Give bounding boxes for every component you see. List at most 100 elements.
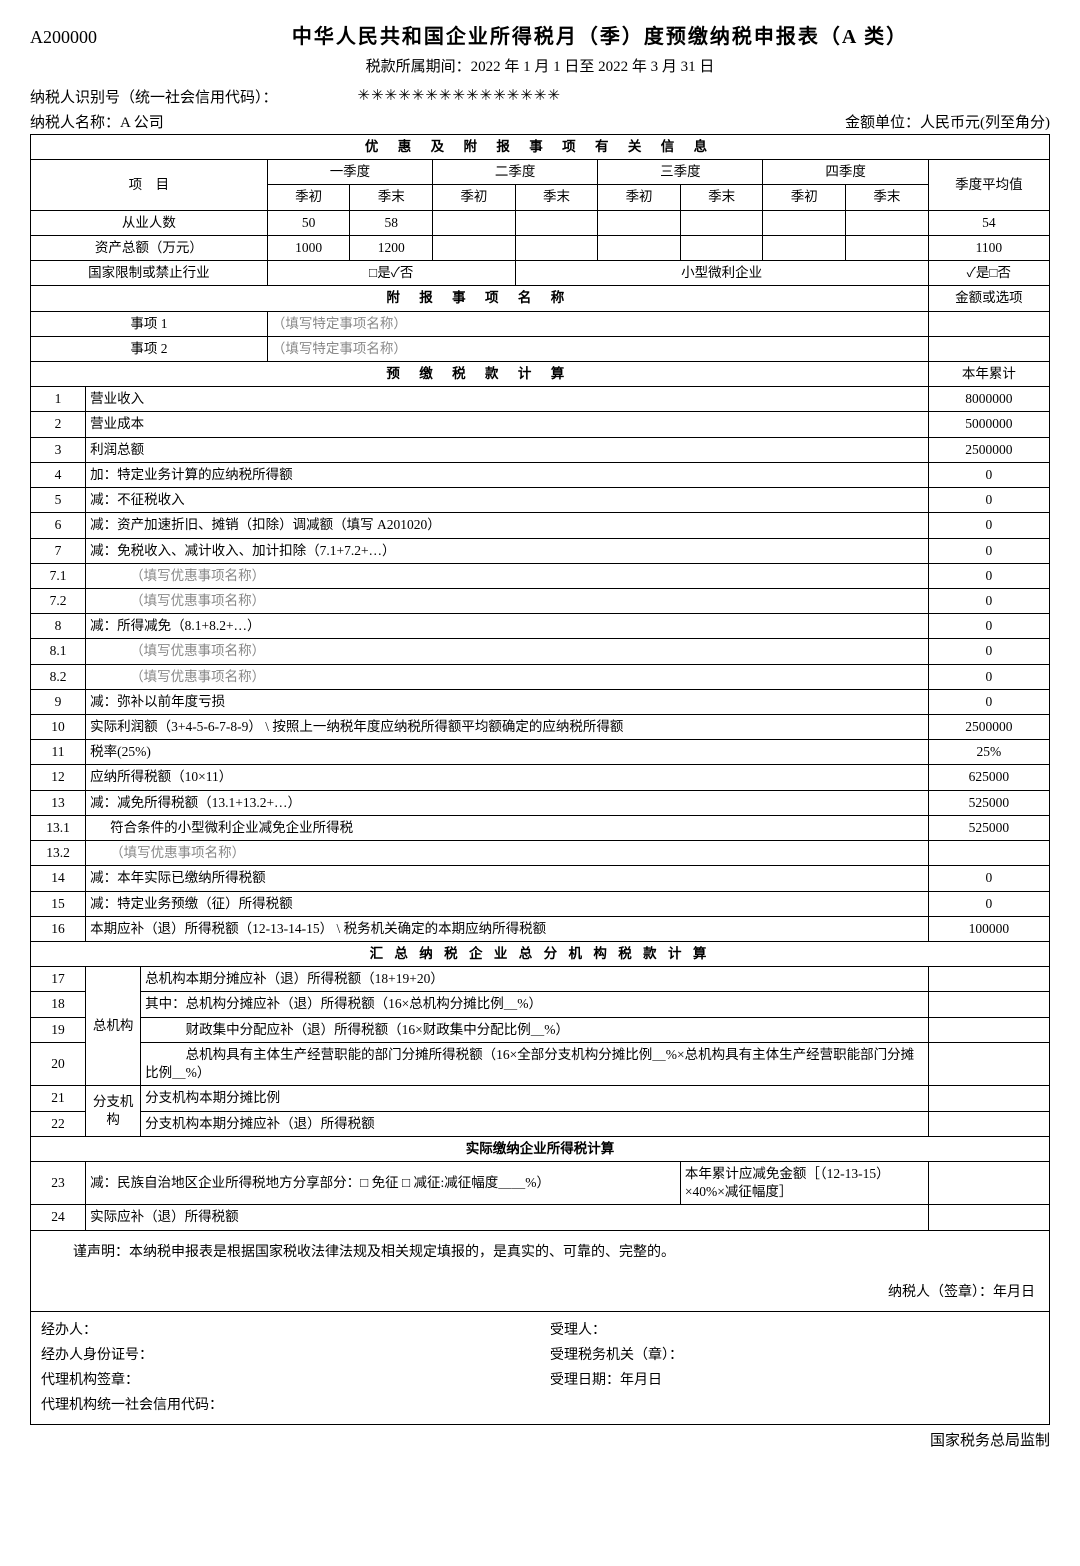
r20-label: 总机构具有主体生产经营职能的部门分摊所得税额（16×全部分支机构分摊比例＿%×总… <box>141 1042 929 1085</box>
restricted-label: 国家限制或禁止行业 <box>31 261 268 286</box>
row-num: 2 <box>31 412 86 437</box>
row-value: 0 <box>928 639 1049 664</box>
row-label: （填写优惠事项名称） <box>86 588 929 613</box>
row-value: 0 <box>928 488 1049 513</box>
employees-q1s: 50 <box>267 210 350 235</box>
row-label: （填写优惠事项名称） <box>86 664 929 689</box>
assets-q1e: 1200 <box>350 235 433 260</box>
row-value: 525000 <box>928 790 1049 815</box>
agency-seal-label: 代理机构签章： <box>41 1368 530 1393</box>
form-code: A200000 <box>30 27 150 48</box>
row-num: 16 <box>31 916 86 941</box>
row-num: 7 <box>31 538 86 563</box>
row-value: 0 <box>928 664 1049 689</box>
q1-start: 季初 <box>267 185 350 210</box>
section1-header: 优 惠 及 附 报 事 项 有 关 信 息 <box>31 135 1050 160</box>
row-num: 3 <box>31 437 86 462</box>
row-value: 625000 <box>928 765 1049 790</box>
row-value: 0 <box>928 462 1049 487</box>
q2-end: 季末 <box>515 185 598 210</box>
main-table: 优 惠 及 附 报 事 项 有 关 信 息 项 目 一季度 二季度 三季度 四季… <box>30 134 1050 1231</box>
receive-date-label: 受理日期：年月日 <box>550 1368 1039 1393</box>
attach-amount: 金额或选项 <box>928 286 1049 311</box>
row-num: 1 <box>31 387 86 412</box>
q2-start: 季初 <box>433 185 516 210</box>
q4-header: 四季度 <box>763 160 928 185</box>
q3-end: 季末 <box>680 185 763 210</box>
row-label: 减：资产加速折旧、摊销（扣除）调减额（填写 A201020） <box>86 513 929 538</box>
r17-num: 17 <box>31 967 86 992</box>
r18-label: 其中：总机构分摊应补（退）所得税额（16×总机构分摊比例＿%） <box>141 992 929 1017</box>
row-num: 11 <box>31 740 86 765</box>
row-value: 0 <box>928 563 1049 588</box>
row-num: 12 <box>31 765 86 790</box>
row-value: 0 <box>928 588 1049 613</box>
supervise-text: 国家税务总局监制 <box>30 1429 1050 1450</box>
row-value <box>928 841 1049 866</box>
attach2-label: 事项 2 <box>31 336 268 361</box>
br-label: 分支机构 <box>86 1086 141 1136</box>
declaration-sign: 纳税人（签章）：年月日 <box>45 1281 1035 1301</box>
row-value: 2500000 <box>928 437 1049 462</box>
declaration-block: 谨声明：本纳税申报表是根据国家税收法律法规及相关规定填报的，是真实的、可靠的、完… <box>30 1231 1050 1312</box>
q3-header: 三季度 <box>598 160 763 185</box>
row-num: 5 <box>31 488 86 513</box>
row-num: 15 <box>31 891 86 916</box>
employees-avg: 54 <box>928 210 1049 235</box>
row-value: 0 <box>928 689 1049 714</box>
row-label: 减：不征税收入 <box>86 488 929 513</box>
r19-num: 19 <box>31 1017 86 1042</box>
row-num: 10 <box>31 715 86 740</box>
r24-num: 24 <box>31 1205 86 1230</box>
row-label: 营业成本 <box>86 412 929 437</box>
r23-right: 本年累计应减免金额［（12-13-15）×40%×减征幅度］ <box>680 1161 928 1204</box>
row-value: 100000 <box>928 916 1049 941</box>
form-title: 中华人民共和国企业所得税月（季）度预缴纳税申报表（A 类） <box>150 20 1050 49</box>
r17-label: 总机构本期分摊应补（退）所得税额（18+19+20） <box>141 967 929 992</box>
agent-label: 经办人： <box>41 1318 530 1343</box>
row-label: 减：本年实际已缴纳所得税额 <box>86 866 929 891</box>
row-label: 税率(25%) <box>86 740 929 765</box>
r24-label: 实际应补（退）所得税额 <box>86 1205 929 1230</box>
taxpayer-id-value: ✳✳✳✳✳✳✳✳✳✳✳✳✳✳✳ <box>358 86 562 107</box>
row-value: 5000000 <box>928 412 1049 437</box>
row-value: 525000 <box>928 815 1049 840</box>
row-label: 本期应补（退）所得税额（12-13-14-15） \ 税务机关确定的本期应纳所得… <box>86 916 929 941</box>
hq-label: 总机构 <box>86 967 141 1086</box>
row-label: 减：减免所得税额（13.1+13.2+…） <box>86 790 929 815</box>
agent-id-label: 经办人身份证号： <box>41 1343 530 1368</box>
project-header: 项 目 <box>31 160 268 210</box>
row-num: 9 <box>31 689 86 714</box>
r20-num: 20 <box>31 1042 86 1085</box>
r19-label: 财政集中分配应补（退）所得税额（16×财政集中分配比例＿%） <box>141 1017 929 1042</box>
row-label: 实际利润额（3+4-5-6-7-8-9） \ 按照上一纳税年度应纳税所得额平均额… <box>86 715 929 740</box>
small-label: 小型微利企业 <box>515 261 928 286</box>
row-value: 25% <box>928 740 1049 765</box>
taxpayer-id-label: 纳税人识别号（统一社会信用代码）： <box>30 86 278 107</box>
q4-start: 季初 <box>763 185 846 210</box>
actual-header: 实际缴纳企业所得税计算 <box>31 1136 1050 1161</box>
row-label: 利润总额 <box>86 437 929 462</box>
row-label: 加：特定业务计算的应纳税所得额 <box>86 462 929 487</box>
row-value: 0 <box>928 891 1049 916</box>
row-label: （填写优惠事项名称） <box>86 841 929 866</box>
taxpayer-name: 纳税人名称：A 公司 <box>30 111 164 132</box>
row-label: 减：所得减免（8.1+8.2+…） <box>86 614 929 639</box>
row-label: 应纳所得税额（10×11） <box>86 765 929 790</box>
ytd-header: 本年累计 <box>928 361 1049 386</box>
q1-header: 一季度 <box>267 160 432 185</box>
row-label: 减：免税收入、减计收入、加计扣除（7.1+7.2+…） <box>86 538 929 563</box>
row-value: 0 <box>928 513 1049 538</box>
q3-start: 季初 <box>598 185 681 210</box>
avg-header: 季度平均值 <box>928 160 1049 210</box>
row-num: 13 <box>31 790 86 815</box>
row-num: 8 <box>31 614 86 639</box>
attach1-name: （填写特定事项名称） <box>267 311 928 336</box>
attach1-label: 事项 1 <box>31 311 268 336</box>
row-value: 0 <box>928 866 1049 891</box>
r23-label: 减：民族自治地区企业所得税地方分享部分：□ 免征 □ 减征:减征幅度＿＿%） <box>86 1161 681 1204</box>
q2-header: 二季度 <box>433 160 598 185</box>
agency-code-label: 代理机构统一社会信用代码： <box>41 1393 530 1418</box>
row-num: 14 <box>31 866 86 891</box>
small-val: ✓是□否 <box>928 261 1049 286</box>
